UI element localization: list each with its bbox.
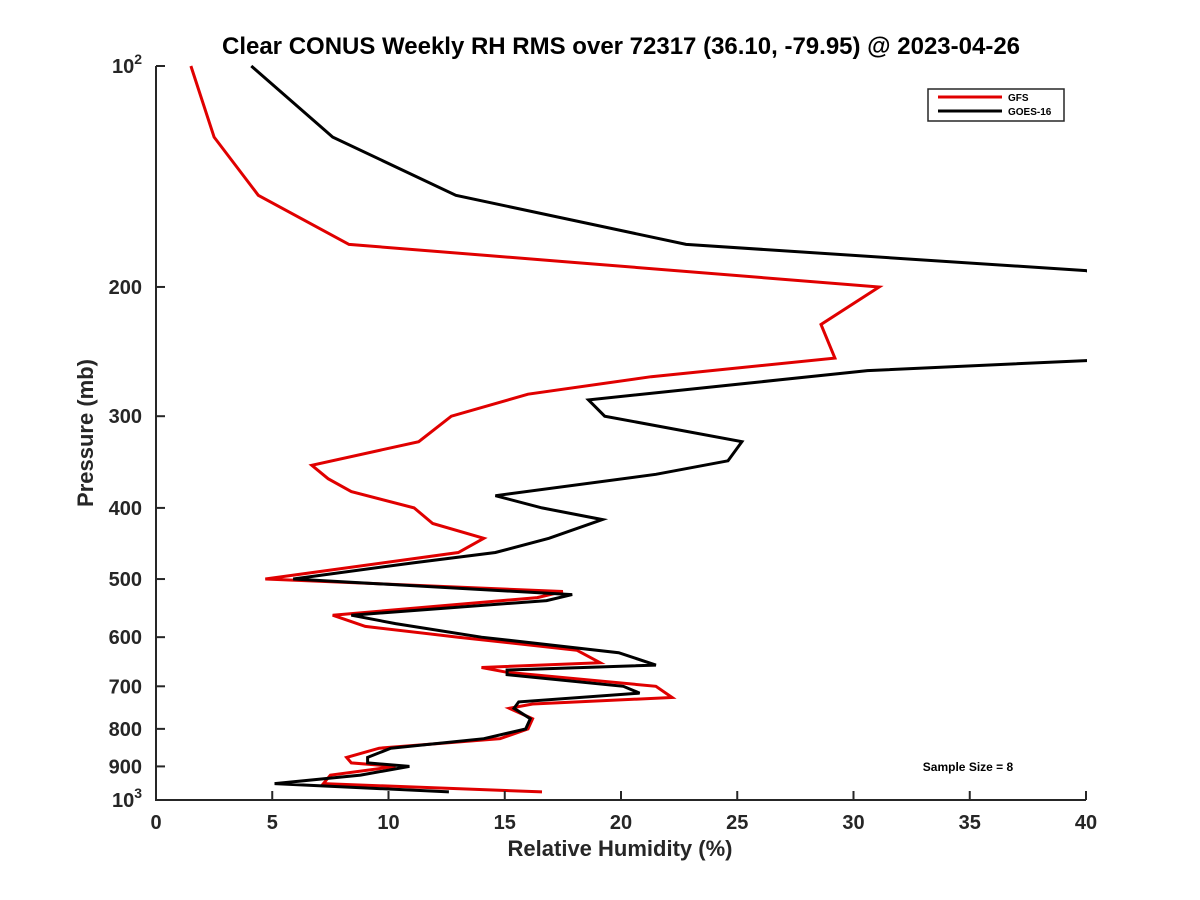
x-axis: 0 5 10 15 20 25 30 35 40: [150, 791, 1097, 834]
y-tick-label: 200: [109, 277, 142, 299]
legend: GFS GOES-16: [927, 88, 1065, 122]
x-tick-label: 20: [610, 812, 632, 834]
y-tick-label: 300: [109, 406, 142, 428]
legend-label: GOES-16: [1008, 107, 1052, 118]
x-tick-label: 35: [959, 812, 981, 834]
x-tick-label: 5: [267, 812, 278, 834]
sample-size-annotation: Sample Size = 8: [923, 760, 1014, 774]
series-line-goes-16: [250, 64, 1181, 794]
y-axis-label: Pressure (mb): [73, 359, 98, 507]
series-line-gfs: [189, 65, 884, 794]
y-tick-label: 700: [109, 676, 142, 698]
chart-title: Clear CONUS Weekly RH RMS over 72317 (36…: [222, 33, 1020, 60]
x-tick-label: 0: [150, 812, 161, 834]
x-tick-label: 10: [377, 812, 399, 834]
y-tick-label: 900: [109, 756, 142, 778]
legend-box: [927, 88, 1065, 122]
x-tick-label: 15: [494, 812, 516, 834]
x-tick-label: 25: [726, 812, 748, 834]
y-tick-label: 800: [109, 719, 142, 741]
y-tick-label: 400: [109, 498, 142, 520]
x-axis-label: Relative Humidity (%): [508, 836, 733, 861]
plot-mask: [1087, 0, 1200, 900]
y-tick-label: 600: [109, 627, 142, 649]
x-tick-label: 40: [1075, 812, 1097, 834]
plot-series: [189, 64, 1181, 794]
legend-label: GFS: [1008, 93, 1029, 104]
y-tick-label: 500: [109, 569, 142, 591]
x-tick-label: 30: [842, 812, 864, 834]
